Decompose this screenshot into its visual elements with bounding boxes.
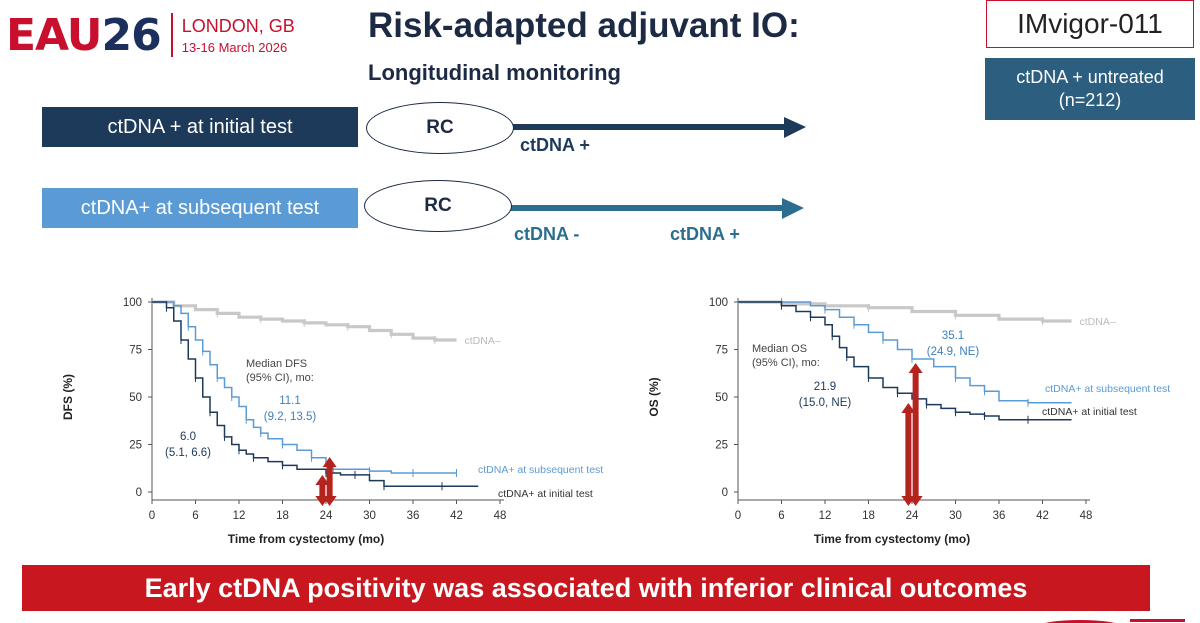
median-initial-ci: (5.1, 6.6) bbox=[165, 447, 211, 459]
slide-title: Risk-adapted adjuvant IO: bbox=[368, 6, 800, 45]
highlight-arrow-shaft bbox=[319, 483, 326, 500]
y-tick-label: 50 bbox=[129, 392, 142, 404]
median-subsequent-ci: (9.2, 13.5) bbox=[264, 411, 317, 423]
highlight-arrow-shaft bbox=[326, 465, 333, 500]
y-tick-label: 100 bbox=[123, 297, 142, 309]
median-initial-ci: (15.0, NE) bbox=[799, 397, 852, 409]
schema-arrows bbox=[508, 117, 806, 219]
y-axis-title: DFS (%) bbox=[61, 374, 75, 420]
logo-city: LONDON, GB bbox=[181, 15, 295, 36]
x-tick-label: 36 bbox=[407, 510, 420, 522]
x-tick-label: 42 bbox=[450, 510, 463, 522]
rc-oval-initial: RC bbox=[366, 102, 514, 154]
x-tick-label: 30 bbox=[363, 510, 376, 522]
highlight-arrow-tail bbox=[322, 496, 337, 506]
x-tick-label: 30 bbox=[949, 510, 962, 522]
median-subsequent-value: 11.1 bbox=[279, 395, 301, 407]
x-tick-label: 0 bbox=[149, 510, 155, 522]
highlight-arrow-head bbox=[908, 363, 923, 373]
x-tick-label: 24 bbox=[906, 510, 919, 522]
untreated-line1: ctDNA + untreated bbox=[1016, 66, 1164, 87]
median-header-ci: (95% CI), mo: bbox=[246, 372, 314, 384]
x-tick-label: 12 bbox=[819, 510, 832, 522]
arrow1-head bbox=[784, 117, 806, 138]
x-tick-label: 18 bbox=[862, 510, 875, 522]
km-curve bbox=[152, 301, 457, 474]
untreated-line2: (n=212) bbox=[1058, 90, 1122, 110]
median-header: Median DFS bbox=[246, 358, 307, 370]
series-label-negative: ctDNA– bbox=[1080, 316, 1116, 328]
highlight-arrow-shaft bbox=[912, 371, 919, 500]
eau26-logo: EAU 26 LONDON, GB 13-16 March 2026 bbox=[6, 6, 295, 64]
arrow2-ctdna-positive-text: ctDNA + bbox=[670, 224, 740, 244]
arrow1-shaft bbox=[510, 124, 786, 130]
y-tick-label: 0 bbox=[722, 487, 728, 499]
arrow2-shaft bbox=[508, 205, 784, 211]
x-tick-label: 0 bbox=[735, 510, 741, 522]
median-subsequent-value: 35.1 bbox=[942, 330, 964, 342]
x-tick-label: 12 bbox=[233, 510, 246, 522]
subsequent-test-label: ctDNA+ at subsequent test bbox=[42, 188, 358, 228]
y-tick-label: 75 bbox=[715, 345, 728, 357]
os-km-chart: 0 25 50 75 100 0 6 12 18 24 30 36 42 48 OS (%) Time fro… bbox=[647, 297, 1170, 546]
arrow2-ctdna-negative-text: ctDNA - bbox=[514, 224, 580, 244]
series-label-subsequent: ctDNA+ at subsequent test bbox=[1045, 383, 1170, 395]
logo-location: LONDON, GB 13-16 March 2026 bbox=[182, 16, 295, 55]
x-tick-label: 24 bbox=[320, 510, 333, 522]
x-axis-title: Time from cystectomy (mo) bbox=[228, 532, 385, 546]
rc-oval-subsequent: RC bbox=[364, 180, 512, 232]
median-header: Median OS bbox=[752, 343, 807, 355]
x-tick-label: 42 bbox=[1036, 510, 1049, 522]
series-label-negative: ctDNA– bbox=[465, 335, 501, 347]
median-initial-value: 21.9 bbox=[814, 381, 836, 393]
logo-eau-text: EAU bbox=[6, 9, 102, 61]
y-tick-label: 50 bbox=[715, 392, 728, 404]
y-tick-label: 25 bbox=[129, 440, 142, 452]
footer-logo-fragment bbox=[1020, 612, 1195, 623]
trial-name-box: IMvigor-011 bbox=[986, 0, 1194, 48]
highlight-arrow-shaft bbox=[905, 411, 912, 500]
arrow1-ctdna-positive-text: ctDNA + bbox=[520, 135, 590, 155]
y-tick-label: 75 bbox=[129, 345, 142, 357]
series-label-initial: ctDNA+ at initial test bbox=[1042, 406, 1137, 418]
median-initial-value: 6.0 bbox=[180, 431, 196, 443]
untreated-cohort-box: ctDNA + untreated (n=212) bbox=[985, 58, 1195, 120]
slide-subtitle: Longitudinal monitoring bbox=[368, 60, 621, 85]
x-tick-label: 48 bbox=[1080, 510, 1093, 522]
median-header-ci: (95% CI), mo: bbox=[752, 357, 820, 369]
x-tick-label: 36 bbox=[993, 510, 1006, 522]
x-tick-label: 18 bbox=[276, 510, 289, 522]
series-label-subsequent: ctDNA+ at subsequent test bbox=[478, 464, 603, 476]
logo-divider bbox=[170, 13, 173, 57]
x-tick-label: 6 bbox=[192, 510, 198, 522]
highlight-arrow-head bbox=[901, 403, 916, 413]
highlight-arrow-head bbox=[315, 475, 330, 485]
y-axis-title: OS (%) bbox=[647, 377, 661, 416]
y-tick-label: 25 bbox=[715, 440, 728, 452]
x-axis-title: Time from cystectomy (mo) bbox=[814, 532, 971, 546]
x-tick-label: 6 bbox=[778, 510, 784, 522]
series-label-initial: ctDNA+ at initial test bbox=[498, 488, 593, 500]
logo-date: 13-16 March 2026 bbox=[181, 39, 288, 55]
conclusion-banner: Early ctDNA positivity was associated wi… bbox=[22, 565, 1150, 611]
logo-number-text: 26 bbox=[101, 9, 161, 61]
x-tick-label: 48 bbox=[494, 510, 507, 522]
dfs-km-chart: 0 25 50 75 100 0 6 12 18 24 30 36 42 48 DFS (%) Time fr… bbox=[61, 297, 603, 546]
highlight-arrow-head bbox=[322, 457, 337, 467]
arrow2-head bbox=[782, 198, 804, 219]
initial-test-label: ctDNA + at initial test bbox=[42, 107, 358, 147]
km-curve bbox=[738, 300, 1072, 323]
y-tick-label: 0 bbox=[136, 487, 142, 499]
y-tick-label: 100 bbox=[709, 297, 728, 309]
median-subsequent-ci: (24.9, NE) bbox=[927, 346, 980, 358]
km-curve bbox=[738, 301, 1072, 421]
highlight-arrow-tail bbox=[908, 496, 923, 506]
